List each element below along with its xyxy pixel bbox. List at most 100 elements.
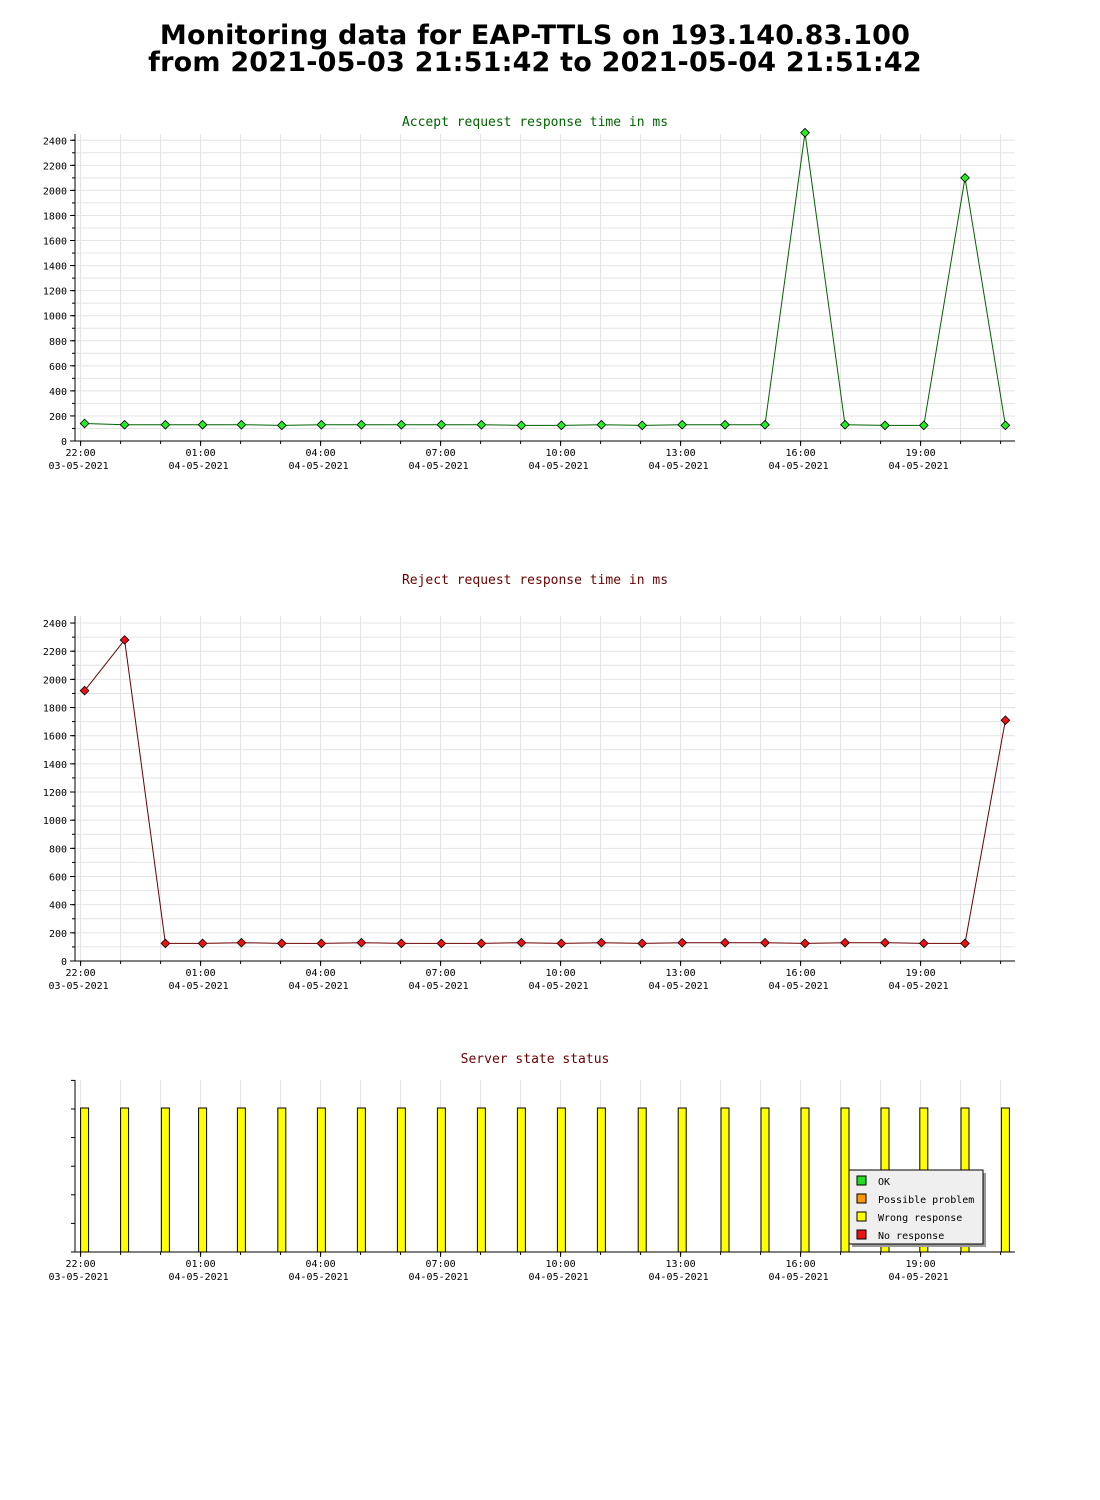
x-tick-label-date: 04-05-2021 [528,981,588,992]
data-point [119,419,130,430]
chart-title: Accept request response time in ms [402,115,668,130]
x-tick-label-time: 22:00 [66,1259,96,1270]
status-bar [840,1107,850,1253]
x-tick-label-time: 19:00 [906,448,936,459]
data-point [160,938,171,949]
status-bar [277,1107,287,1253]
x-tick-label-date: 04-05-2021 [288,1272,348,1283]
data-point [316,419,327,430]
data-point [720,937,730,948]
y-tick-label: 1800 [43,211,67,222]
data-point [197,419,208,430]
data-point [637,938,648,949]
chart-3: Server state status 22:00 03-05-2021 01:00 0… [48,1052,1015,1283]
y-tick-label: 2200 [43,647,67,658]
data-point [960,938,970,949]
y-tick-label: 1400 [43,760,67,771]
chart-title: Server state status [461,1052,610,1067]
status-bar [637,1107,647,1253]
data-point [236,937,247,948]
data-point [276,420,287,431]
x-tick-label-date: 04-05-2021 [288,461,348,472]
legend-swatch [856,1175,867,1186]
x-tick-label-time: 10:00 [546,448,576,459]
x-tick-label-date: 04-05-2021 [768,981,828,992]
x-tick-label-time: 13:00 [666,1259,696,1270]
x-tick-label-time: 16:00 [786,448,816,459]
data-point [918,420,929,431]
y-tick-label: 600 [49,362,67,373]
x-tick-label-date: 04-05-2021 [888,461,948,472]
data-point [276,938,287,949]
data-point [840,937,850,948]
data-point [760,937,770,948]
x-tick-label-date: 04-05-2021 [408,981,468,992]
x-tick-label-date: 04-05-2021 [768,1272,828,1283]
y-tick-label: 1800 [43,704,67,715]
x-tick-label-date: 04-05-2021 [648,461,708,472]
y-tick-label: 800 [49,337,67,348]
data-point [160,419,171,430]
data-point [720,419,730,430]
data-point [677,419,688,430]
y-tick-label: 1200 [43,287,67,298]
status-bar [316,1107,326,1253]
data-point [800,938,810,949]
x-tick-label-time: 22:00 [66,448,96,459]
status-bar [476,1107,486,1253]
x-tick-label-date: 04-05-2021 [648,1272,708,1283]
data-point [596,937,607,948]
data-point [119,635,130,645]
y-tick-label: 600 [49,873,67,884]
status-bar [800,1107,810,1253]
status-bar [760,1107,770,1253]
x-tick-label-date: 04-05-2021 [168,461,228,472]
status-bar [236,1107,246,1253]
status-bar [160,1107,170,1253]
data-point [516,420,527,431]
status-bar [198,1107,208,1253]
data-point [476,419,487,430]
y-tick-label: 0 [61,437,67,448]
y-tick-label: 1600 [43,732,67,743]
y-tick-label: 1200 [43,788,67,799]
status-bar [720,1107,730,1253]
y-tick-label: 200 [49,412,67,423]
x-tick-label-time: 04:00 [306,1259,336,1270]
legend-swatch [856,1193,867,1204]
data-point [396,419,407,430]
data-point [79,685,90,696]
data-point [316,938,327,949]
legend-label: Possible problem [878,1195,974,1206]
status-bar [596,1107,606,1253]
chart-2: Reject request response time in ms22:000… [43,573,1015,992]
data-point [596,419,607,430]
y-tick-label: 1400 [43,262,67,273]
legend: OK Possible problem Wrong response No respo… [848,1169,986,1247]
y-tick-label: 2000 [43,186,67,197]
status-bar [356,1107,366,1253]
legend-label: Wrong response [878,1213,962,1224]
x-tick-label-time: 04:00 [306,968,336,979]
x-tick-label-date: 04-05-2021 [168,1272,228,1283]
x-tick-label-date: 04-05-2021 [888,981,948,992]
x-tick-label-time: 07:00 [426,448,456,459]
data-point [516,937,527,948]
data-point [236,419,247,430]
x-tick-label-time: 10:00 [546,1259,576,1270]
data-point [1000,715,1011,726]
chart-title: Reject request response time in ms [402,573,668,588]
status-bar [120,1107,130,1253]
y-tick-label: 2000 [43,675,67,686]
status-bar [80,1107,90,1253]
x-tick-label-time: 01:00 [186,448,216,459]
x-tick-label-date: 04-05-2021 [408,461,468,472]
data-point [436,938,447,949]
data-point [677,937,688,948]
data-point [79,418,90,429]
data-point [476,938,487,949]
x-tick-label-date: 03-05-2021 [48,1272,108,1283]
status-bar [556,1107,566,1253]
page-title-line-1: Monitoring data for EAP-TTLS on 193.140.… [159,20,911,51]
data-point [960,172,970,183]
